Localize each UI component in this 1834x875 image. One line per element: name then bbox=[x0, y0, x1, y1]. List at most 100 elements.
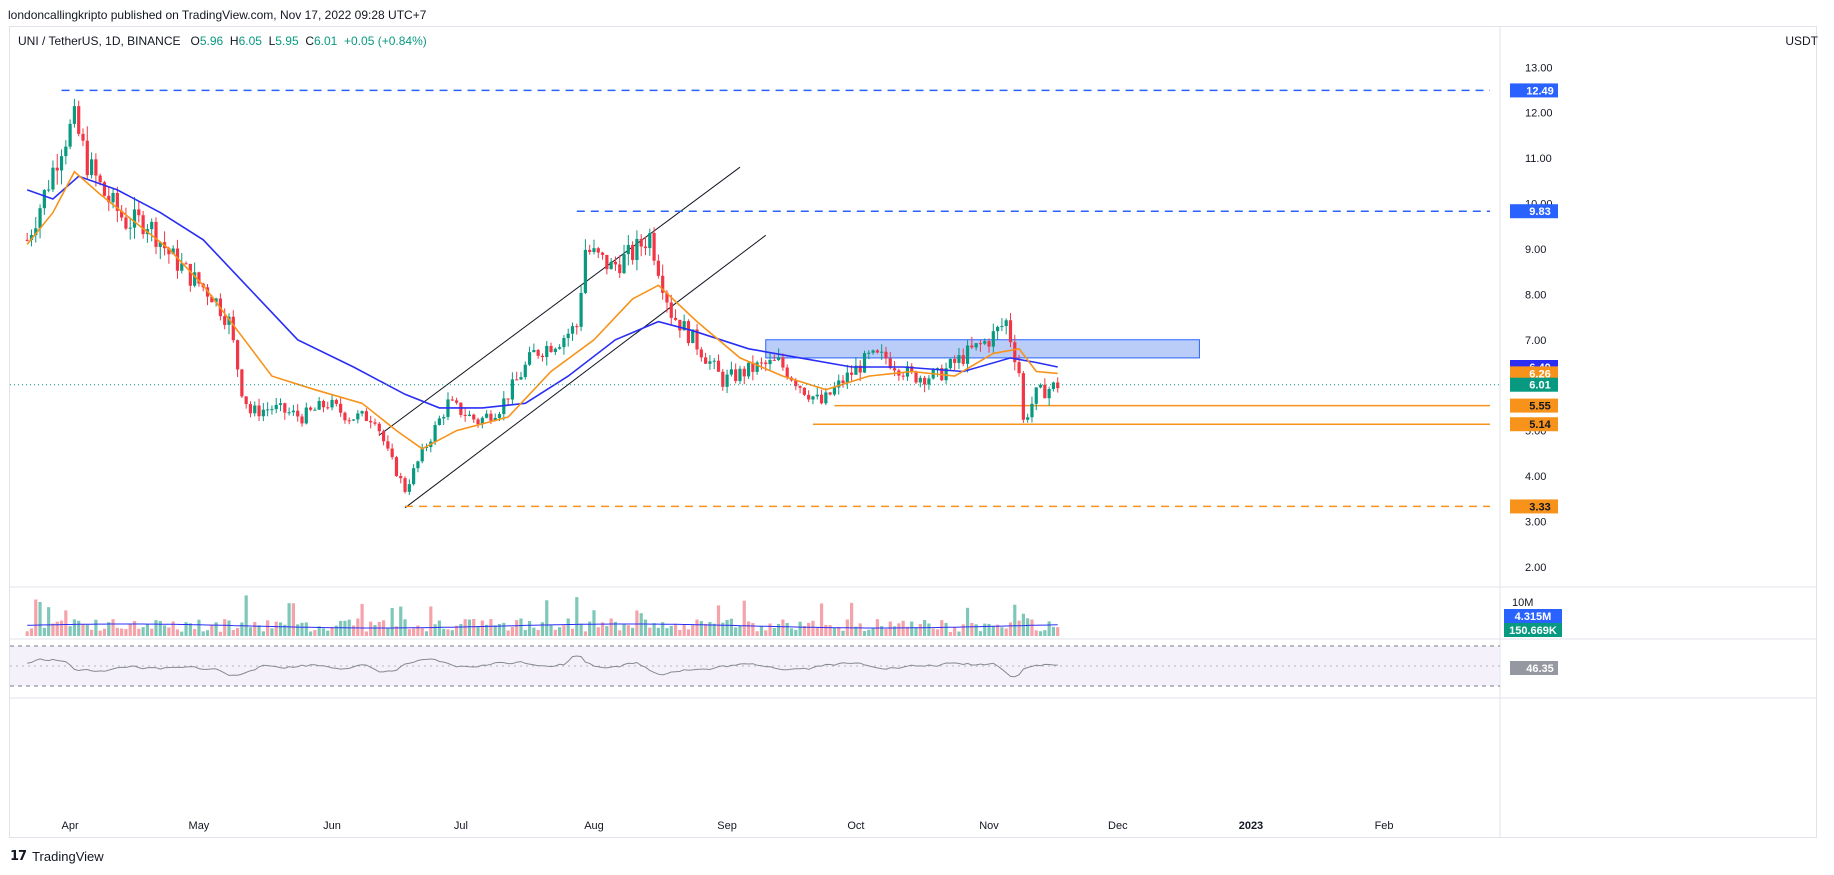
channel-line bbox=[378, 166, 741, 436]
candle-body bbox=[613, 261, 618, 265]
candle-body bbox=[308, 407, 313, 410]
volume-bars bbox=[25, 595, 1060, 636]
volume-bar bbox=[175, 629, 180, 636]
price-chart[interactable]: 2.003.004.005.006.007.008.009.0010.0011.… bbox=[0, 0, 1834, 840]
candle-body bbox=[1056, 382, 1060, 389]
candle-body bbox=[472, 414, 476, 420]
candle-body bbox=[618, 264, 622, 274]
volume-bar bbox=[205, 630, 210, 636]
candle-body bbox=[519, 377, 523, 380]
candle-body bbox=[738, 368, 742, 382]
level-price-tag bbox=[1510, 499, 1558, 514]
candle-body bbox=[927, 378, 931, 385]
candle-body bbox=[785, 367, 789, 378]
volume-bar bbox=[789, 628, 794, 636]
volume-bar bbox=[51, 623, 55, 636]
candle-body bbox=[34, 228, 38, 236]
volume-bar bbox=[970, 622, 974, 636]
candle-body bbox=[102, 182, 107, 196]
candle-body bbox=[463, 414, 467, 416]
volume-bar bbox=[356, 618, 360, 636]
volume-bar bbox=[583, 631, 587, 636]
candle-body bbox=[1021, 373, 1025, 420]
volume-bar bbox=[716, 605, 721, 636]
volume-bar bbox=[304, 622, 308, 636]
rsi-line bbox=[27, 655, 1058, 678]
volume-bar bbox=[510, 626, 514, 636]
volume-bar bbox=[897, 623, 901, 636]
level-price-label: 9.83 bbox=[1529, 206, 1550, 218]
volume-bar bbox=[407, 629, 411, 636]
volume-bar bbox=[98, 630, 102, 636]
volume-bar bbox=[437, 620, 441, 636]
candle-body bbox=[691, 329, 695, 344]
volume-bar bbox=[665, 628, 669, 636]
volume-bar bbox=[785, 622, 789, 636]
price-tick-label: 7.00 bbox=[1525, 335, 1546, 347]
volume-bar bbox=[450, 630, 454, 636]
volume-bar bbox=[802, 626, 806, 636]
candle-body bbox=[72, 106, 77, 124]
candle-body bbox=[111, 192, 115, 203]
volume-bar bbox=[343, 620, 347, 636]
candle-body bbox=[454, 400, 459, 403]
volume-ma-line bbox=[27, 623, 1058, 629]
volume-bar bbox=[566, 618, 570, 636]
volume-bar bbox=[746, 621, 751, 636]
volume-bar bbox=[914, 627, 918, 636]
candle-body bbox=[875, 350, 879, 353]
candle-body bbox=[403, 478, 407, 492]
candle-body bbox=[910, 366, 914, 372]
candle-body bbox=[141, 215, 145, 235]
volume-bar bbox=[81, 624, 85, 636]
candle-body bbox=[742, 368, 746, 377]
volume-bar bbox=[738, 625, 742, 636]
candle-body bbox=[493, 417, 497, 421]
candle-body bbox=[570, 326, 575, 334]
volume-bar bbox=[502, 622, 506, 636]
candle-body bbox=[605, 254, 609, 270]
volume-bar bbox=[493, 625, 497, 636]
volume-bar bbox=[1038, 631, 1043, 636]
candle-body bbox=[407, 484, 411, 492]
candle-body bbox=[704, 357, 708, 364]
candle-body bbox=[175, 248, 180, 271]
volume-bar bbox=[231, 630, 235, 636]
volume-bar bbox=[669, 625, 673, 636]
volume-bar bbox=[317, 626, 321, 636]
channel-line bbox=[404, 234, 767, 509]
volume-bar bbox=[377, 621, 381, 636]
candle-body bbox=[489, 413, 493, 421]
candle-body bbox=[399, 476, 403, 479]
candle-body bbox=[699, 349, 703, 358]
volume-bar bbox=[253, 621, 257, 636]
candle-body bbox=[781, 357, 785, 368]
candle-body bbox=[609, 261, 613, 270]
candle-body bbox=[115, 192, 119, 211]
candle-body bbox=[184, 263, 188, 265]
volume-bar bbox=[38, 601, 42, 636]
volume-bar bbox=[957, 631, 961, 636]
price-tick-label: 9.00 bbox=[1525, 244, 1546, 256]
candle-body bbox=[154, 221, 158, 247]
candle-body bbox=[283, 403, 287, 413]
close-label: C bbox=[305, 34, 314, 48]
candle-body bbox=[274, 404, 278, 410]
candle-body bbox=[214, 298, 218, 303]
volume-bar bbox=[497, 623, 502, 636]
volume-bar bbox=[648, 627, 652, 636]
volume-bar bbox=[1004, 628, 1008, 636]
candle-body bbox=[965, 345, 970, 364]
volume-bar bbox=[768, 623, 772, 636]
volume-bar bbox=[442, 628, 446, 636]
candle-body bbox=[768, 359, 772, 365]
footer-logo-text: TradingView bbox=[32, 848, 104, 864]
volume-bar bbox=[798, 621, 802, 636]
volume-bar bbox=[772, 627, 776, 636]
volume-bar bbox=[609, 618, 613, 636]
volume-bar bbox=[296, 624, 300, 636]
candle-body bbox=[540, 355, 545, 358]
volume-bar bbox=[691, 624, 695, 636]
candle-body bbox=[558, 347, 562, 349]
candle-body bbox=[953, 358, 957, 363]
